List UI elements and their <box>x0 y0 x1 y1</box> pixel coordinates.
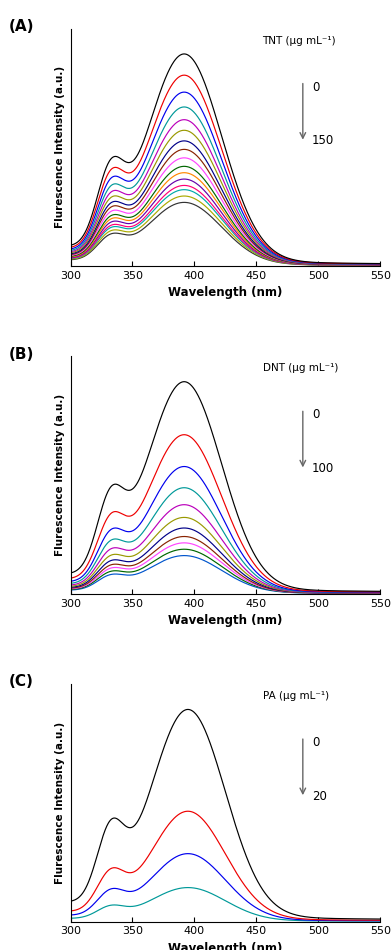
Text: TNT (μg mL⁻¹): TNT (μg mL⁻¹) <box>263 35 336 46</box>
Text: 0: 0 <box>312 81 319 94</box>
X-axis label: Wavelength (nm): Wavelength (nm) <box>168 286 283 299</box>
Text: 150: 150 <box>312 134 334 147</box>
Y-axis label: Flurescence Intensity (a.u.): Flurescence Intensity (a.u.) <box>55 722 65 884</box>
Text: 0: 0 <box>312 736 319 750</box>
Text: (A): (A) <box>9 19 34 34</box>
Text: DNT (μg mL⁻¹): DNT (μg mL⁻¹) <box>263 364 338 373</box>
Text: 20: 20 <box>312 789 327 803</box>
X-axis label: Wavelength (nm): Wavelength (nm) <box>168 614 283 627</box>
Text: 0: 0 <box>312 408 319 422</box>
Y-axis label: Flurescence Intensity (a.u.): Flurescence Intensity (a.u.) <box>55 394 65 556</box>
Text: (C): (C) <box>9 674 33 690</box>
Y-axis label: Flurescence Intensity (a.u.): Flurescence Intensity (a.u.) <box>55 66 65 228</box>
X-axis label: Wavelength (nm): Wavelength (nm) <box>168 941 283 950</box>
Text: PA (μg mL⁻¹): PA (μg mL⁻¹) <box>263 692 328 701</box>
Text: 100: 100 <box>312 462 334 475</box>
Text: (B): (B) <box>9 347 34 362</box>
